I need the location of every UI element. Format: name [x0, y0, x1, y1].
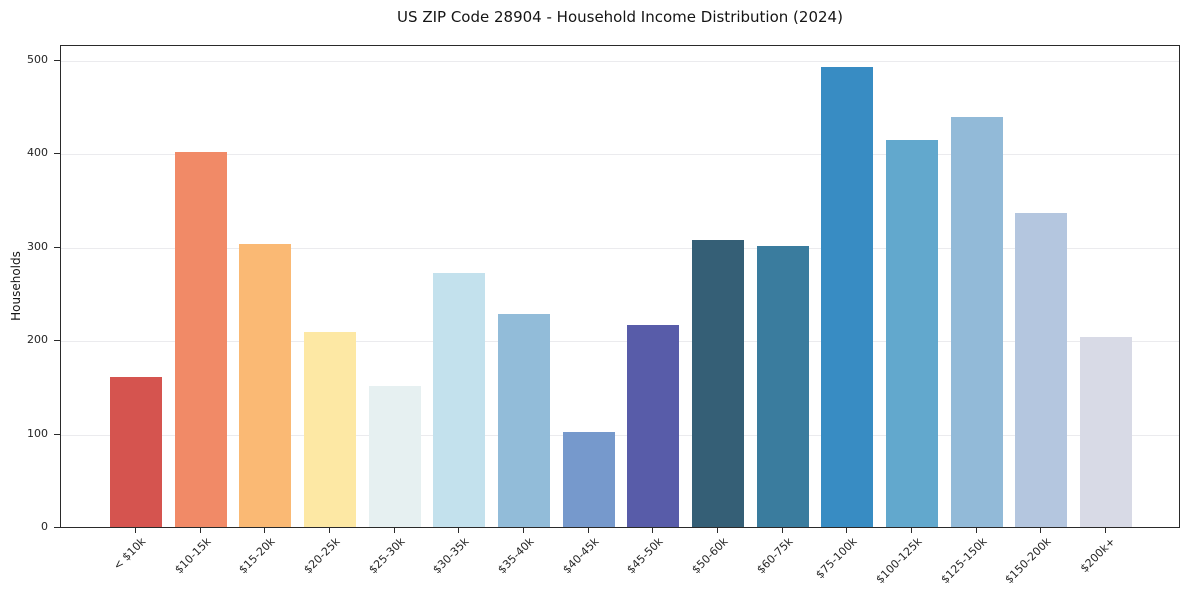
- y-tick-mark: [54, 527, 60, 528]
- x-tick-mark: [200, 528, 201, 533]
- x-tick-mark: [976, 528, 977, 533]
- y-tick-mark: [54, 340, 60, 341]
- bar-5: [369, 386, 421, 527]
- y-tick-mark: [54, 434, 60, 435]
- chart-title: US ZIP Code 28904 - Household Income Dis…: [397, 8, 843, 26]
- x-tick-mark: [1105, 528, 1106, 533]
- bar-1: [110, 377, 162, 527]
- bar-2: [175, 152, 227, 527]
- bar-13: [886, 140, 938, 527]
- y-tick-label: 500: [27, 53, 48, 66]
- x-tick-mark: [846, 528, 847, 533]
- bar-12: [821, 67, 873, 527]
- bar-7: [498, 314, 550, 527]
- bar-9: [627, 325, 679, 527]
- y-axis-label: Households: [9, 251, 23, 321]
- bar-15: [1015, 213, 1067, 527]
- bar-14: [951, 117, 1003, 527]
- y-tick-mark: [54, 153, 60, 154]
- x-tick-mark: [458, 528, 459, 533]
- y-tick-label: 200: [27, 333, 48, 346]
- x-tick-mark: [652, 528, 653, 533]
- y-tick-label: 300: [27, 240, 48, 253]
- gridline: [61, 341, 1179, 343]
- bar-3: [239, 244, 291, 527]
- bar-8: [563, 432, 615, 527]
- x-tick-mark: [717, 528, 718, 533]
- x-tick-mark: [523, 528, 524, 533]
- bar-4: [304, 332, 356, 527]
- gridline: [61, 61, 1179, 62]
- gridline: [61, 154, 1179, 156]
- x-tick-mark: [394, 528, 395, 533]
- bar-16: [1080, 337, 1132, 527]
- y-tick-label: 400: [27, 146, 48, 159]
- gridline: [61, 434, 1179, 436]
- x-tick-mark: [782, 528, 783, 533]
- x-tick-mark: [911, 528, 912, 533]
- x-tick-mark: [264, 528, 265, 533]
- bar-11: [757, 246, 809, 527]
- y-tick-mark: [54, 247, 60, 248]
- y-tick-label: 100: [27, 427, 48, 440]
- plot-area: [60, 45, 1180, 528]
- x-tick-mark: [329, 528, 330, 533]
- y-tick-label: 0: [41, 520, 48, 533]
- x-tick-mark: [1040, 528, 1041, 533]
- bar-10: [692, 240, 744, 527]
- x-tick-mark: [588, 528, 589, 533]
- y-tick-mark: [54, 60, 60, 61]
- x-tick-mark: [135, 528, 136, 533]
- bar-6: [433, 273, 485, 527]
- gridline: [61, 247, 1179, 249]
